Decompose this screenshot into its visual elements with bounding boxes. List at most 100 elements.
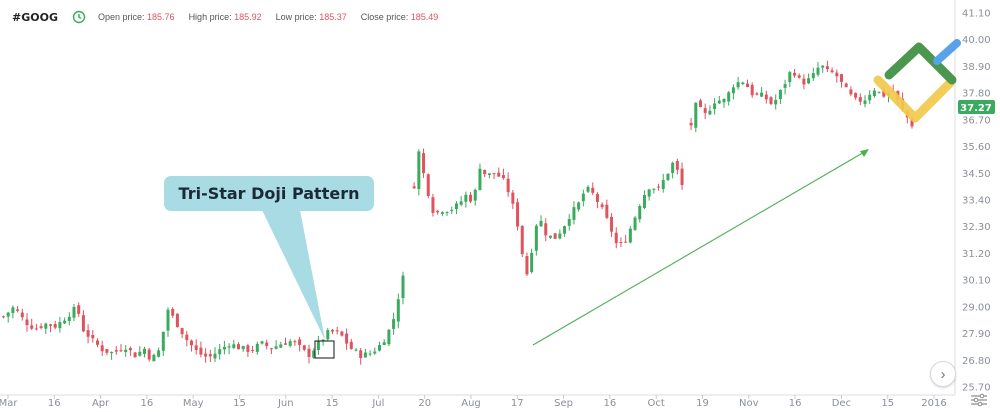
- candle: [487, 173, 491, 179]
- candle: [321, 338, 325, 346]
- candle: [260, 340, 264, 345]
- candle: [25, 313, 29, 332]
- candle: [53, 320, 57, 330]
- x-tick-label: Apr: [92, 398, 110, 409]
- candle: [378, 341, 381, 352]
- candle: [614, 227, 618, 249]
- candle: [825, 60, 829, 73]
- candle: [520, 225, 524, 258]
- candle: [567, 214, 571, 231]
- candle: [534, 224, 538, 256]
- candle: [124, 344, 128, 357]
- candle: [114, 346, 118, 355]
- settings-icon[interactable]: [970, 393, 988, 407]
- candle: [816, 62, 820, 77]
- candle: [661, 173, 665, 193]
- candle: [422, 148, 426, 178]
- y-tick-label: 33.40: [962, 196, 991, 207]
- candle: [755, 91, 759, 96]
- high-price: High price: 185.92: [188, 12, 262, 22]
- x-tick-label: 15: [881, 398, 894, 409]
- candle: [431, 193, 435, 217]
- scroll-right-button[interactable]: ›: [930, 361, 956, 387]
- trend-arrow-line: [532, 150, 867, 346]
- x-tick-label: 16: [141, 398, 154, 409]
- candle: [872, 87, 876, 98]
- candle: [769, 96, 773, 106]
- candle: [605, 199, 609, 220]
- candle: [157, 347, 161, 358]
- y-tick-label: 40.00: [962, 35, 991, 46]
- candle: [345, 328, 349, 350]
- candle: [110, 351, 114, 360]
- low-price: Low price: 185.37: [275, 12, 347, 22]
- candle: [331, 329, 334, 335]
- candle: [298, 336, 302, 352]
- current-price-label: 37.27: [960, 103, 992, 114]
- candle: [387, 329, 391, 347]
- candle: [67, 312, 71, 326]
- candle: [302, 344, 306, 352]
- candle: [246, 343, 250, 357]
- x-tick-label: 16: [48, 398, 61, 409]
- candle: [454, 201, 458, 215]
- y-tick-label: 34.50: [962, 169, 991, 180]
- candle: [497, 167, 501, 178]
- y-tick-label: 25.70: [962, 383, 991, 394]
- candle: [717, 96, 721, 104]
- x-tick-label: Jul: [371, 398, 384, 409]
- candle: [619, 237, 623, 248]
- open-price: Open price: 185.76: [97, 12, 175, 22]
- candle: [312, 348, 316, 359]
- candle: [483, 169, 487, 178]
- candle: [436, 210, 440, 215]
- close-price: Close price: 185.49: [360, 12, 439, 22]
- candle: [675, 158, 679, 175]
- candle: [680, 162, 684, 190]
- candle: [558, 229, 562, 240]
- candle: [741, 81, 745, 86]
- candle: [412, 182, 416, 189]
- candle: [72, 303, 76, 322]
- candle: [401, 271, 405, 305]
- current-price-tag: 37.27: [958, 100, 995, 114]
- clock-icon[interactable]: [72, 10, 86, 24]
- candle: [373, 347, 377, 355]
- candle: [166, 307, 170, 337]
- chart-header: #GOOG Open price: 185.76 High price: 185…: [0, 0, 955, 34]
- candle: [830, 67, 834, 74]
- candle: [440, 211, 444, 217]
- candle: [544, 218, 548, 242]
- x-tick-label: Nov: [739, 398, 759, 409]
- candle: [265, 339, 269, 350]
- x-tick-label: 20: [418, 398, 431, 409]
- candle: [877, 91, 881, 94]
- pattern-callout: Tri-Star Doji Pattern: [164, 176, 374, 211]
- candle: [802, 74, 806, 90]
- candle: [727, 90, 731, 106]
- candle: [610, 213, 614, 238]
- x-tick-label: 16: [789, 398, 802, 409]
- candle: [811, 67, 815, 82]
- candle: [638, 204, 642, 223]
- candle: [34, 323, 38, 331]
- candle: [44, 322, 48, 334]
- candle: [750, 82, 754, 98]
- candle: [255, 341, 259, 355]
- candle: [133, 351, 137, 358]
- candle: [657, 183, 661, 191]
- y-tick-label: 35.60: [962, 142, 991, 153]
- candle: [241, 345, 245, 352]
- candle: [849, 86, 853, 97]
- candle: [797, 73, 801, 79]
- candle: [666, 173, 670, 181]
- candle: [778, 89, 782, 105]
- candle: [6, 312, 10, 323]
- candle: [689, 117, 693, 131]
- candle: [539, 215, 543, 227]
- candle: [161, 331, 165, 356]
- y-tick-label: 27.90: [962, 329, 991, 340]
- candle: [199, 341, 203, 358]
- candle: [227, 343, 231, 355]
